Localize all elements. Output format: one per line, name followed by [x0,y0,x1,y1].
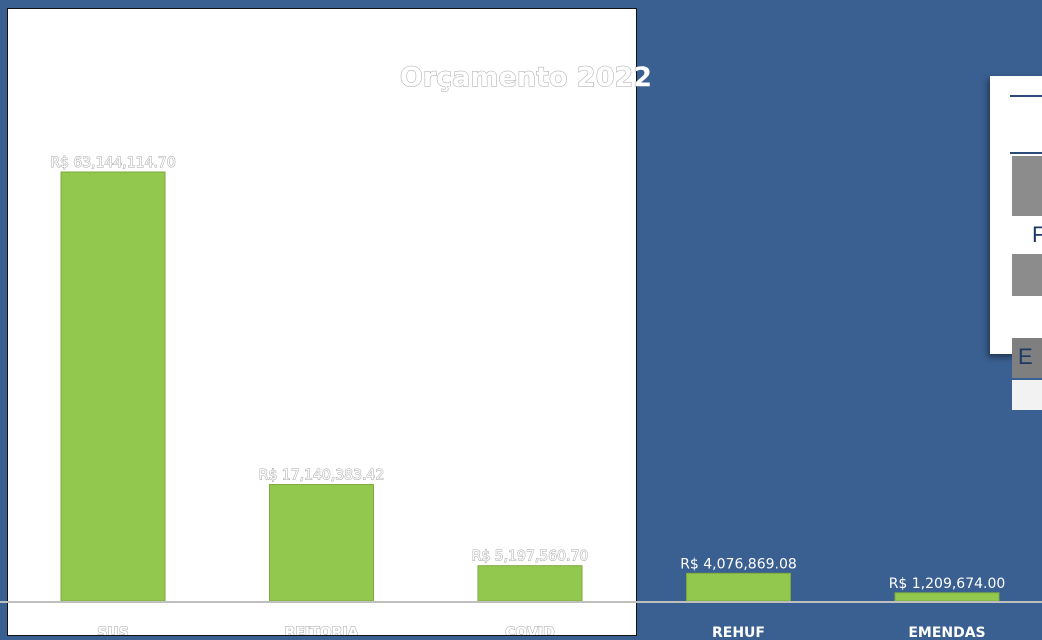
bar-reitoria [269,484,374,602]
side-table-row-letter: E [1018,344,1033,369]
side-table-panel: F E [990,76,1042,410]
side-table-header-rule [1010,95,1042,97]
side-table-cell-gray [1012,254,1042,296]
chart-title-inside: Orçamento 2022 [400,62,652,93]
category-label-sus-inside: SUS [97,625,129,640]
category-label-emendas-outside: EMENDAS [908,625,985,640]
bar-emendas [894,592,1000,602]
side-table-header-rule-2 [1010,152,1042,154]
data-label-reitoria-inside: R$ 17,140,383.42 [259,468,385,484]
data-label-emendas-outside: R$ 1,209,674.00 [889,576,1006,592]
data-label-emendas: R$ 1,209,674.00R$ 1,209,674.00 [889,576,1006,592]
data-label-covid-inside: R$ 5,197,560.70 [472,549,589,565]
bar-sus [60,171,166,602]
category-label-reitoria-inside: REITORIA [285,625,359,640]
data-label-sus: R$ 63,144,114.70R$ 63,144,114.70 [50,155,177,172]
bar-covid [477,565,583,602]
side-table-cell-gray-dark [1012,338,1042,378]
data-label-covid: R$ 5,197,560.70R$ 5,197,560.70 [471,548,589,565]
chart-title-outside: Orçamento 2022 [400,62,652,93]
data-label-sus-inside: R$ 63,144,114.70 [50,155,176,171]
data-label-rehuf-outside: R$ 4,076,869.08 [680,556,797,572]
data-label-reitoria: R$ 17,140,383.42R$ 17,140,383.42 [258,467,385,484]
category-label-covid-inside: COVID [505,625,554,640]
side-table-row-letter: F [1032,222,1042,247]
category-label-rehuf-outside: REHUF [712,625,765,640]
side-table-cell-light [1012,380,1042,410]
bar-rehuf [686,572,791,602]
side-table-cell-gray [1012,156,1042,216]
data-label-rehuf: R$ 4,076,869.08R$ 4,076,869.08 [680,556,797,572]
